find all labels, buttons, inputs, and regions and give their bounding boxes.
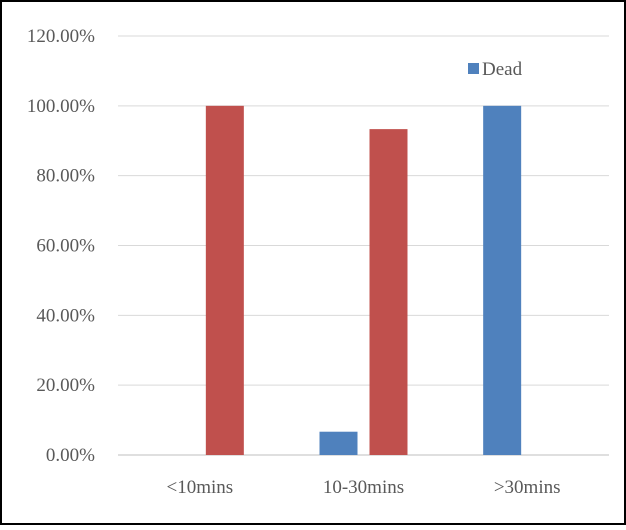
x-tick-label: >30mins <box>494 477 561 498</box>
y-axis-tick-labels: 0.00% 20.00% 40.00% 60.00% 80.00% 100.00% 120.… <box>27 26 95 466</box>
bar <box>369 129 408 456</box>
y-tick-label: 20.00% <box>36 375 95 396</box>
x-tick-label: <10mins <box>166 477 233 498</box>
y-tick-label: 80.00% <box>36 166 95 187</box>
bar <box>205 105 244 455</box>
x-tick-label: 10-30mins <box>323 477 404 498</box>
y-tick-label: 60.00% <box>36 236 95 257</box>
legend-label: Dead <box>482 59 523 80</box>
legend: Dead <box>468 59 523 80</box>
gridlines <box>118 35 609 456</box>
legend-swatch <box>468 63 479 74</box>
bars <box>205 105 522 456</box>
bar <box>319 431 358 455</box>
x-axis-tick-labels: <10mins 10-30mins >30mins <box>166 477 560 498</box>
y-tick-label: 100.00% <box>27 96 95 117</box>
y-tick-label: 120.00% <box>27 26 95 47</box>
y-tick-label: 0.00% <box>46 445 95 466</box>
bar <box>483 105 522 455</box>
y-tick-label: 40.00% <box>36 305 95 326</box>
